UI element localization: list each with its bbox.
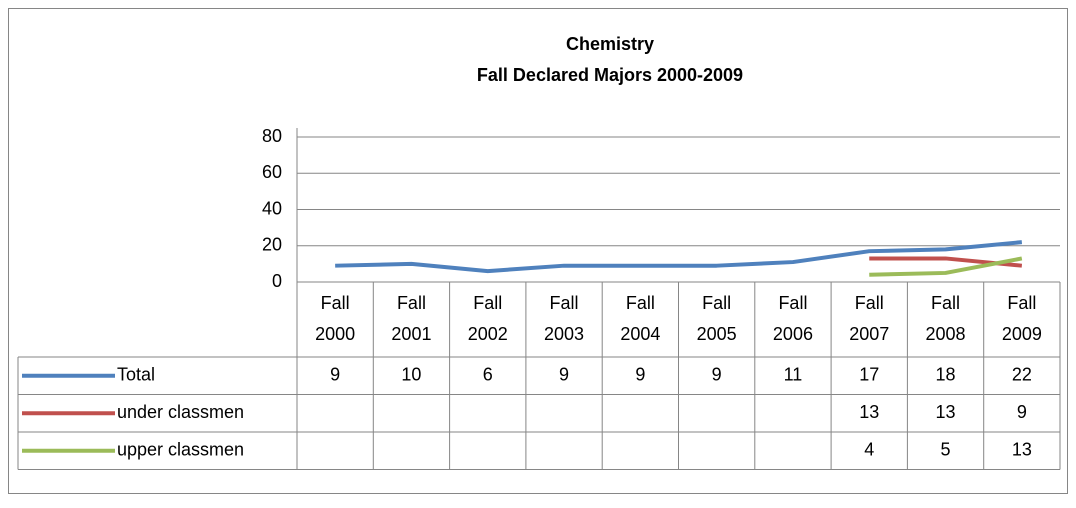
x-tick-label: Fall 2001: [391, 293, 431, 344]
table-value: 13: [1012, 440, 1032, 460]
table-value: 17: [859, 365, 879, 385]
table-value: 6: [483, 365, 493, 385]
series-line: [335, 240, 1023, 274]
x-tick-label: Fall 2007: [849, 293, 889, 344]
legend-label: upper classmen: [117, 440, 244, 460]
table-value: 9: [712, 365, 722, 385]
table-value: 13: [936, 402, 956, 422]
y-tick-label: 40: [262, 198, 282, 218]
x-tick-label: Fall 2000: [315, 293, 355, 344]
series-line: [869, 256, 1023, 277]
table-value: 18: [936, 365, 956, 385]
legend-label: Total: [117, 365, 155, 385]
table-value: 4: [864, 440, 874, 460]
chart-title: Chemistry: [566, 34, 654, 54]
table-value: 22: [1012, 365, 1032, 385]
y-tick-label: 20: [262, 235, 282, 255]
x-tick-label: Fall 2006: [773, 293, 813, 344]
table-value: 5: [941, 440, 951, 460]
x-tick-label: Fall 2003: [544, 293, 584, 344]
y-tick-label: 60: [262, 162, 282, 182]
table-value: 9: [1017, 402, 1027, 422]
y-tick-label: 0: [272, 271, 282, 291]
table-value: 9: [330, 365, 340, 385]
table-value: 9: [635, 365, 645, 385]
legend-label: under classmen: [117, 402, 244, 422]
x-tick-label: Fall 2009: [1002, 293, 1042, 344]
y-tick-label: 80: [262, 126, 282, 146]
table-value: 9: [559, 365, 569, 385]
x-tick-label: Fall 2002: [468, 293, 508, 344]
table-value: 13: [859, 402, 879, 422]
x-tick-label: Fall 2004: [620, 293, 660, 344]
table-value: 11: [784, 365, 803, 385]
x-tick-label: Fall 2005: [697, 293, 737, 344]
chart-subtitle: Fall Declared Majors 2000-2009: [477, 65, 743, 85]
table-value: 10: [401, 365, 421, 385]
x-tick-label: Fall 2008: [926, 293, 966, 344]
